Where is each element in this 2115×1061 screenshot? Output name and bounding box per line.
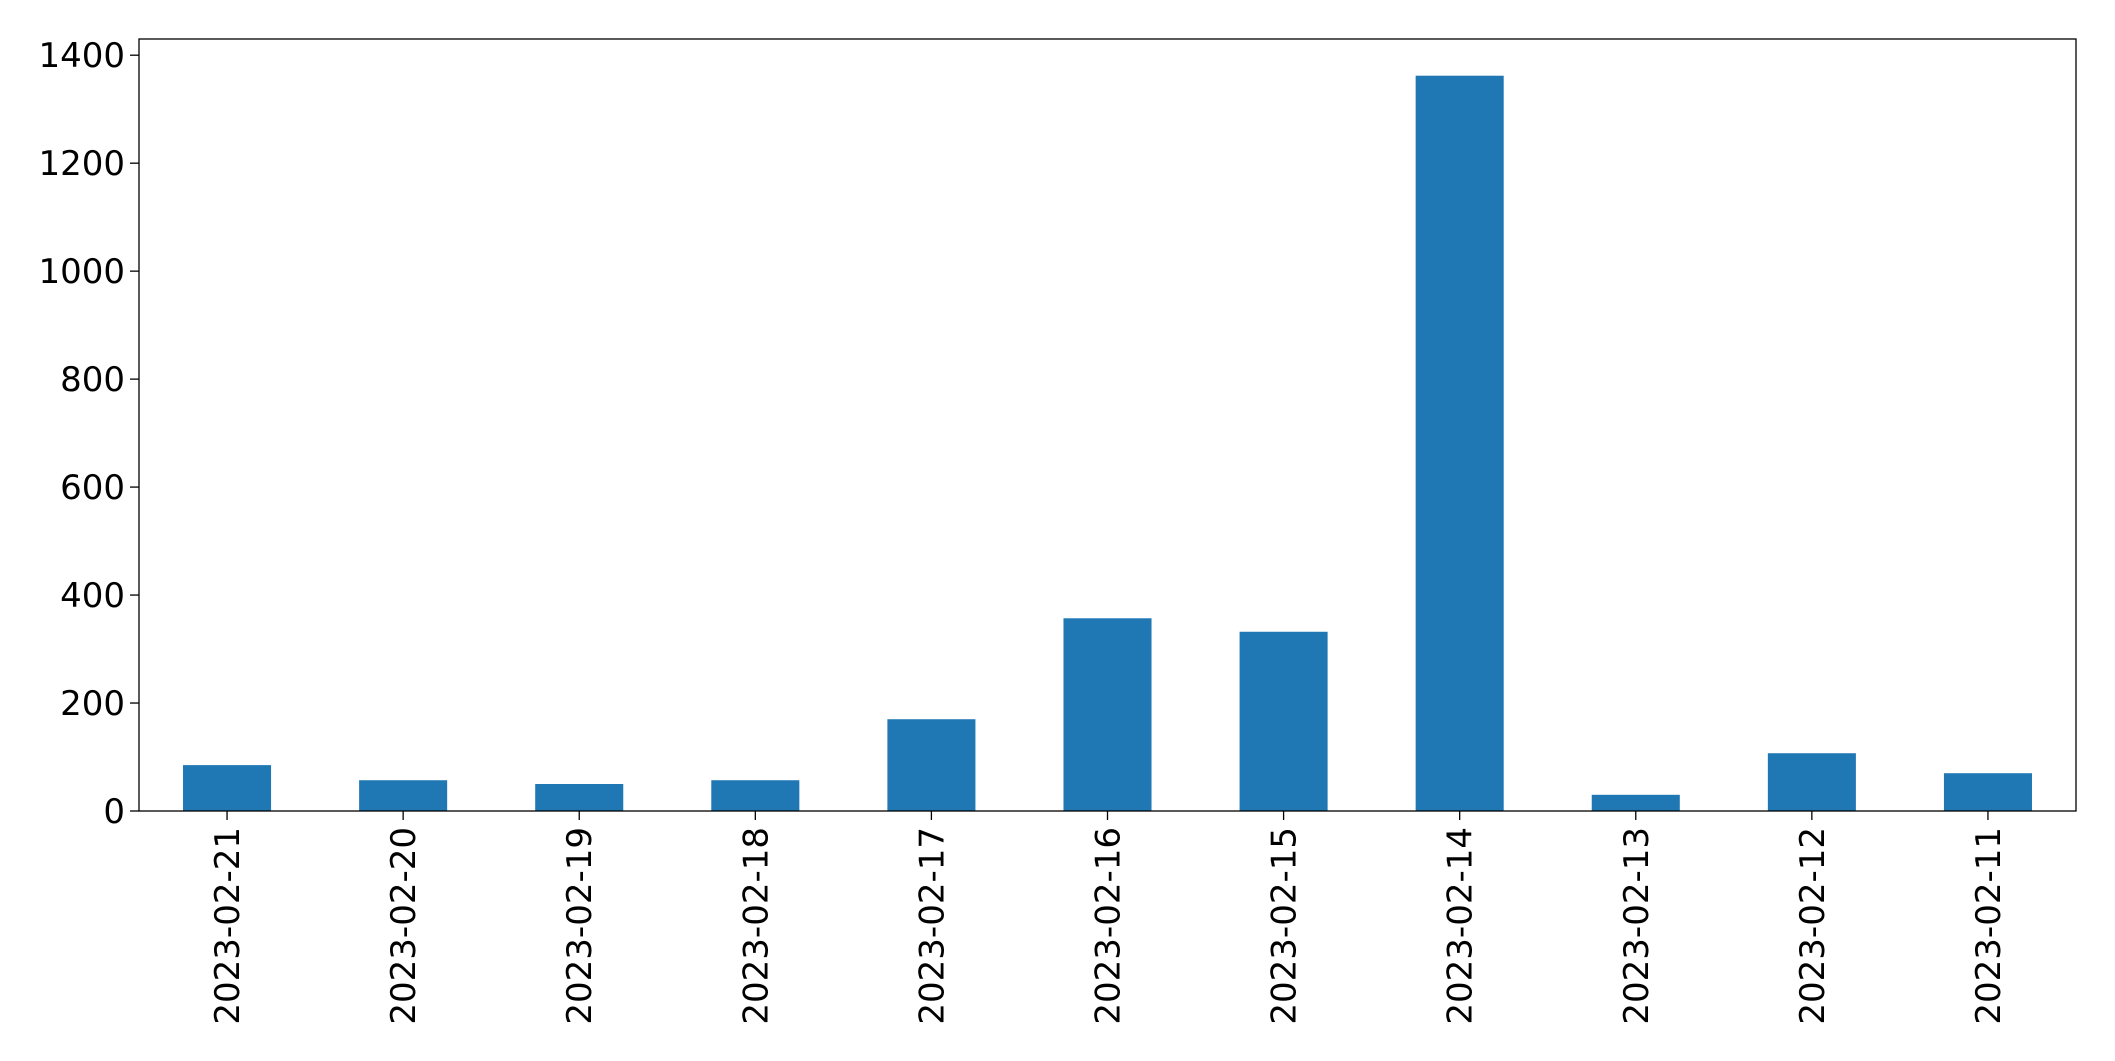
x-tick-label: 2023-02-19 xyxy=(560,827,600,1025)
bar xyxy=(1767,753,1856,811)
bar xyxy=(1239,631,1328,811)
bar xyxy=(1591,794,1680,811)
x-tick-label: 2023-02-11 xyxy=(1969,827,2009,1025)
y-tick-label: 600 xyxy=(60,468,125,508)
x-tick-label: 2023-02-14 xyxy=(1441,827,1481,1025)
y-tick-label: 1400 xyxy=(38,36,125,76)
x-tick-label: 2023-02-16 xyxy=(1089,827,1129,1025)
x-tick-label: 2023-02-12 xyxy=(1793,827,1833,1025)
y-tick-label: 1200 xyxy=(38,144,125,184)
plot-frame xyxy=(138,38,2077,812)
bar xyxy=(887,719,976,811)
bar xyxy=(1943,773,2032,811)
bar xyxy=(1415,75,1504,811)
y-tick-label: 800 xyxy=(60,360,125,400)
bar xyxy=(535,784,624,811)
bar xyxy=(183,765,272,811)
y-tick-label: 200 xyxy=(60,684,125,724)
x-tick-label: 2023-02-17 xyxy=(912,827,952,1025)
y-tick-label: 1000 xyxy=(38,252,125,292)
x-tick-label: 2023-02-15 xyxy=(1265,827,1305,1025)
x-tick-label: 2023-02-20 xyxy=(384,827,424,1025)
bar xyxy=(711,780,800,811)
x-tick-label: 2023-02-13 xyxy=(1617,827,1657,1025)
y-tick-label: 0 xyxy=(103,792,125,832)
x-tick-label: 2023-02-21 xyxy=(208,827,248,1025)
x-tick-label: 2023-02-18 xyxy=(736,827,776,1025)
bar xyxy=(1063,618,1152,811)
y-tick-label: 400 xyxy=(60,576,125,616)
bar xyxy=(359,780,448,811)
